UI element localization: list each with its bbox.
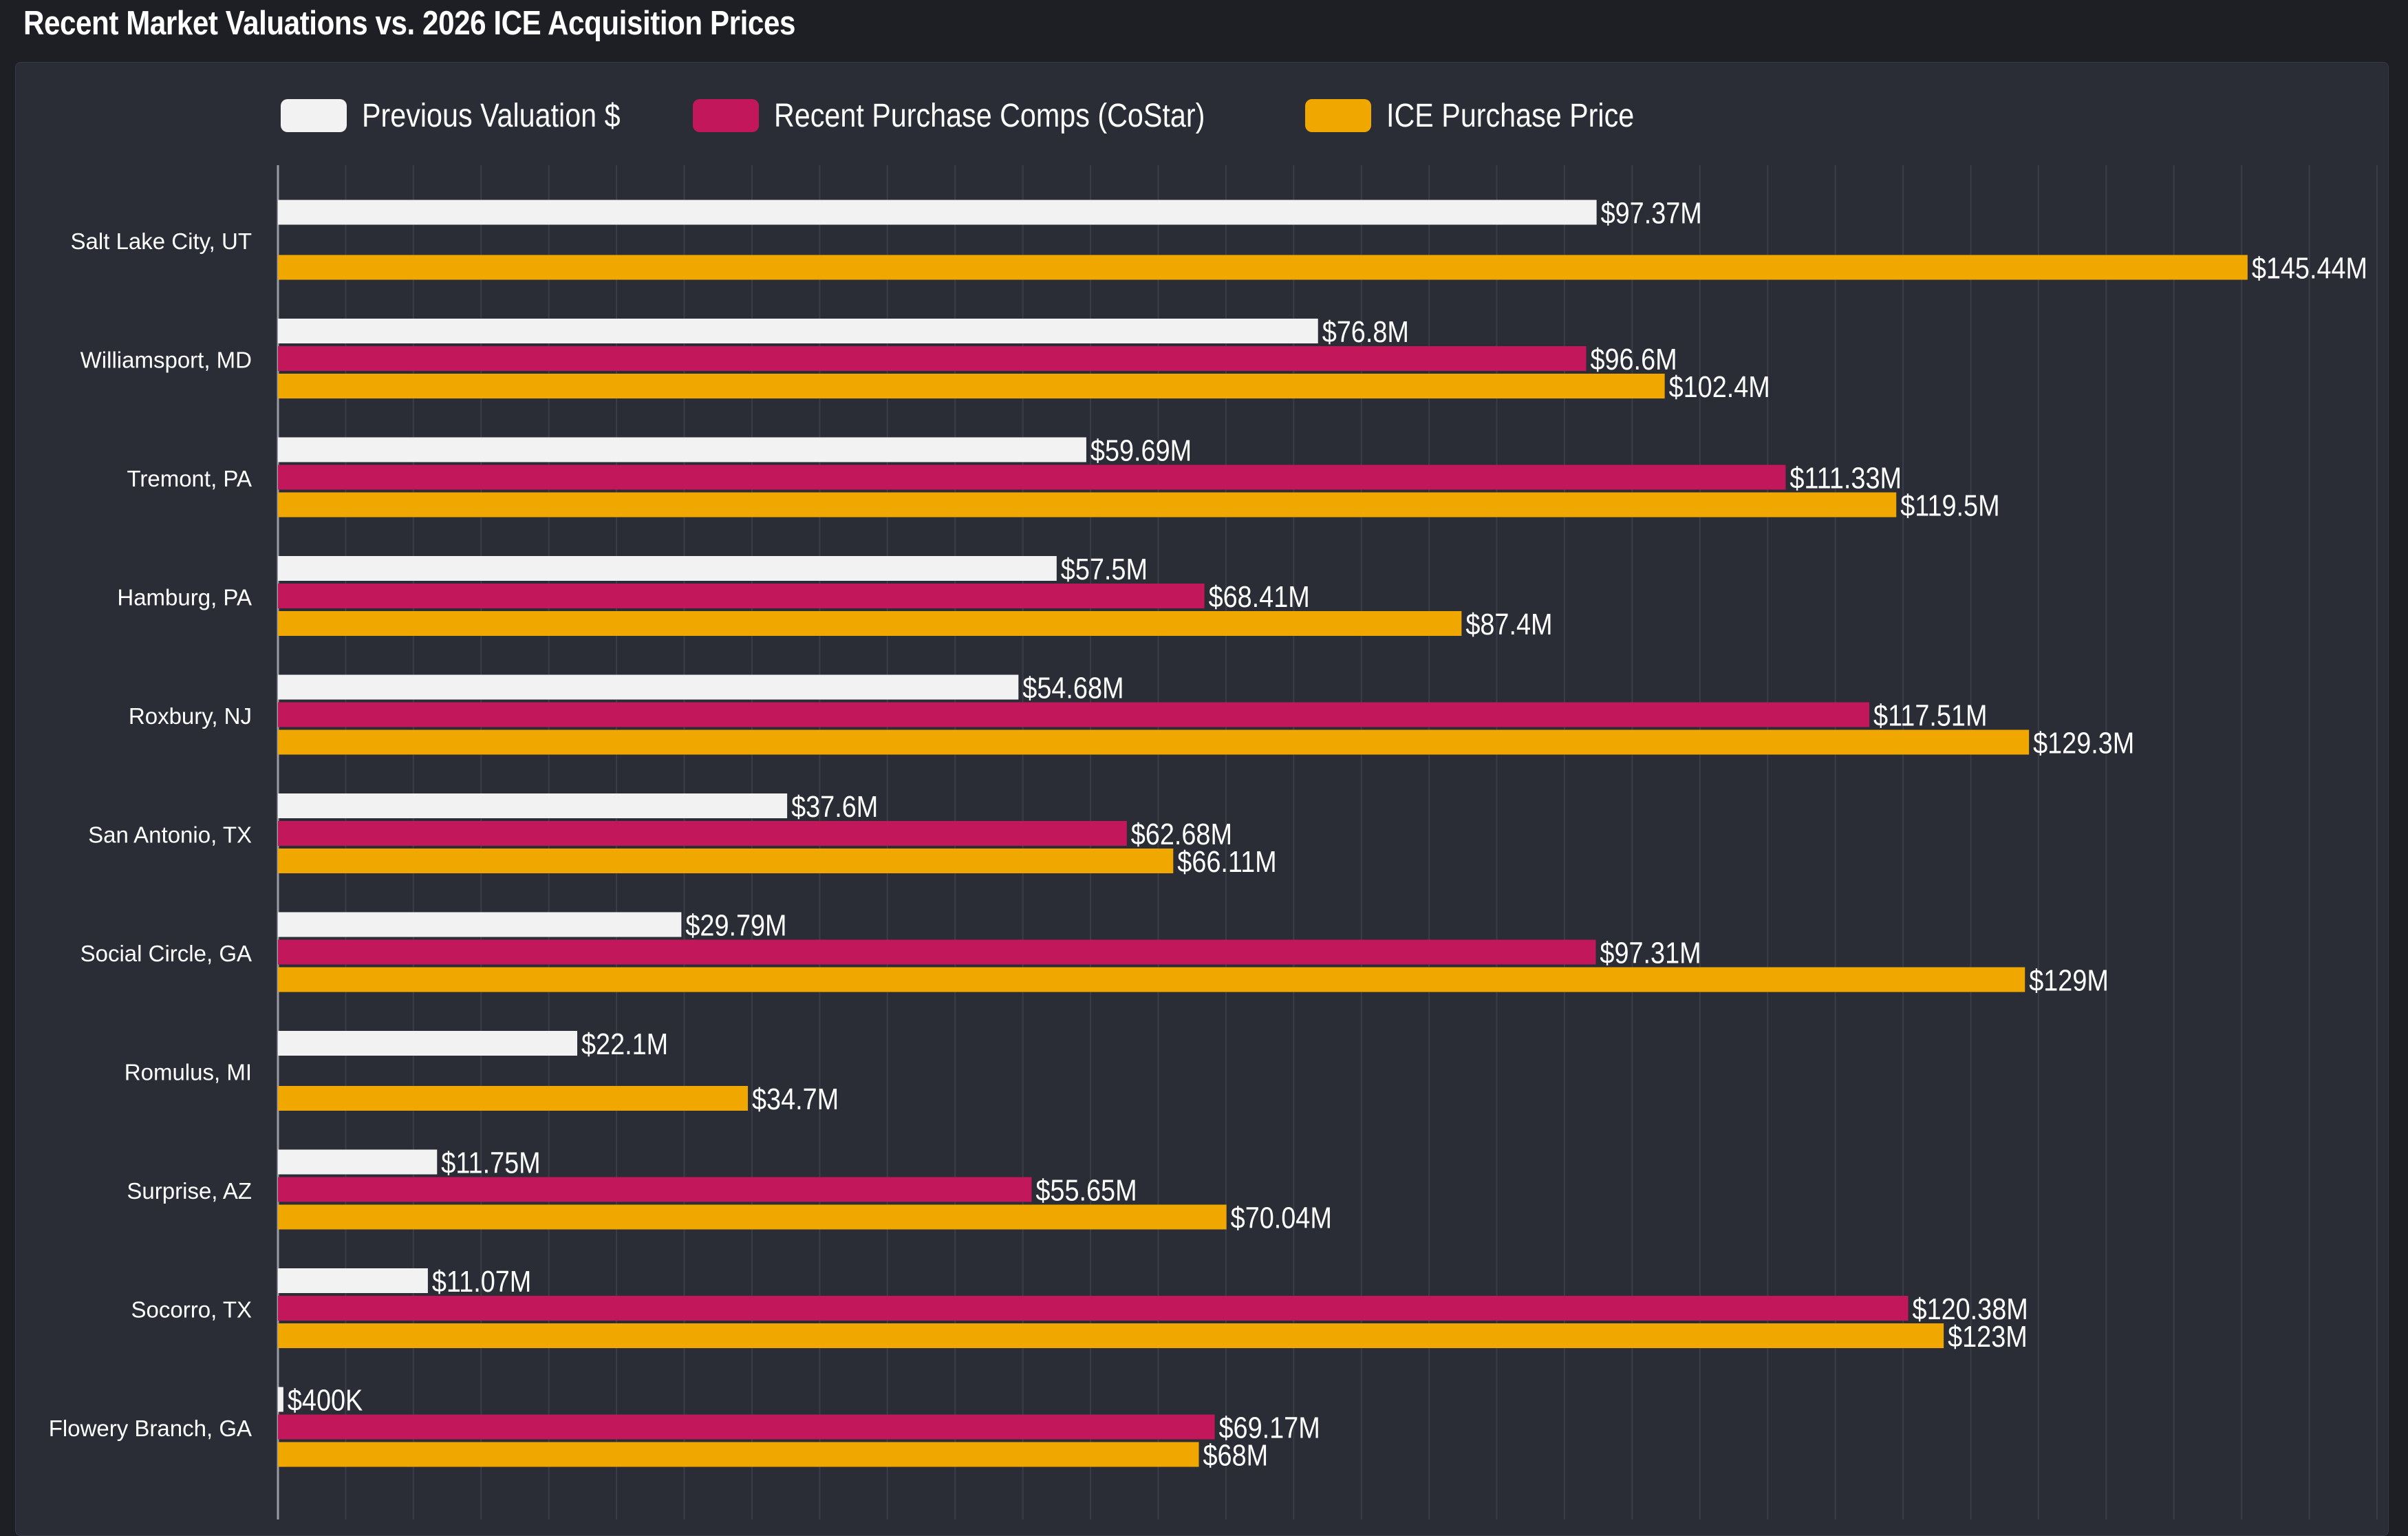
data-label-comps: $96.6M <box>1590 342 1677 376</box>
bar-comps <box>278 346 1587 371</box>
data-label-comps: $55.65M <box>1035 1173 1137 1207</box>
bar-ice <box>278 1086 749 1111</box>
category-label: Surprise, AZ <box>127 1178 252 1204</box>
bar-ice <box>278 1204 1227 1230</box>
category-label: Tremont, PA <box>127 466 252 491</box>
bar-ice <box>278 611 1462 636</box>
legend-item-ice[interactable]: ICE Purchase Price <box>1305 97 1675 135</box>
data-label-ice: $123M <box>1948 1319 2028 1353</box>
bar-ice <box>278 492 1897 518</box>
chart-legend: Previous Valuation $ Recent Purchase Com… <box>281 94 1705 138</box>
bar-ice <box>278 849 1174 873</box>
bar-comps <box>278 465 1786 490</box>
category-label: Romulus, MI <box>125 1060 252 1085</box>
data-label-previous: $29.79M <box>685 908 786 942</box>
bar-ice <box>278 1323 1944 1348</box>
category-label: Williamsport, MD <box>80 348 252 373</box>
data-label-comps: $68.41M <box>1209 579 1310 613</box>
legend-item-comps[interactable]: Recent Purchase Comps (CoStar) <box>692 97 1275 135</box>
data-label-previous: $11.07M <box>432 1264 531 1298</box>
legend-label-previous: Previous Valuation $ <box>362 97 621 134</box>
data-label-previous: $11.75M <box>441 1146 540 1180</box>
data-label-ice: $34.7M <box>752 1082 839 1116</box>
data-label-ice: $119.5M <box>1900 489 1999 522</box>
data-label-comps: $62.68M <box>1131 817 1232 851</box>
category-label: Social Circle, GA <box>80 941 252 966</box>
bar-comps <box>278 1414 1215 1440</box>
bar-previous <box>278 319 1318 343</box>
category-label: San Antonio, TX <box>88 822 252 848</box>
bar-ice <box>278 255 2248 280</box>
category-label: Salt Lake City, UT <box>71 228 252 254</box>
category-label: Flowery Branch, GA <box>49 1416 252 1441</box>
bar-previous <box>278 674 1019 700</box>
category-label: Socorro, TX <box>131 1297 252 1323</box>
category-label: Roxbury, NJ <box>129 703 252 729</box>
bar-previous <box>278 1031 578 1056</box>
data-label-previous: $54.68M <box>1022 671 1124 705</box>
legend-swatch-previous <box>281 99 347 132</box>
bar-previous <box>278 1149 438 1175</box>
data-label-previous: $57.5M <box>1061 552 1148 586</box>
bar-previous <box>278 912 682 937</box>
data-label-ice: $68M <box>1203 1438 1269 1472</box>
data-label-previous: $76.8M <box>1322 314 1409 348</box>
bar-comps <box>278 702 1870 727</box>
bar-comps <box>278 584 1205 608</box>
bar-previous <box>278 437 1086 462</box>
legend-swatch-comps <box>692 99 759 132</box>
data-label-ice: $129M <box>2029 963 2109 997</box>
data-label-ice: $70.04M <box>1231 1201 1332 1235</box>
data-label-comps: $117.51M <box>1873 698 1987 732</box>
category-label: Hamburg, PA <box>117 585 252 610</box>
data-label-comps: $97.31M <box>1600 936 1701 970</box>
bar-ice <box>278 374 1665 398</box>
data-label-previous: $22.1M <box>581 1027 668 1060</box>
legend-label-comps: Recent Purchase Comps (CoStar) <box>773 97 1205 134</box>
data-label-comps: $69.17M <box>1219 1411 1320 1444</box>
page-title: Recent Market Valuations vs. 2026 ICE Ac… <box>23 5 795 42</box>
bar-ice <box>278 1442 1199 1467</box>
data-label-ice: $66.11M <box>1177 844 1276 878</box>
data-label-ice: $145.44M <box>2252 251 2367 285</box>
data-label-comps: $111.33M <box>1789 461 1902 495</box>
bar-previous <box>278 556 1057 581</box>
legend-swatch-ice <box>1305 99 1371 132</box>
data-label-previous: $97.37M <box>1601 196 1702 230</box>
data-label-previous: $37.6M <box>791 789 878 823</box>
bar-comps <box>278 1177 1032 1202</box>
data-label-previous: $59.69M <box>1090 434 1192 467</box>
data-label-ice: $129.3M <box>2033 726 2134 760</box>
legend-item-previous[interactable]: Previous Valuation $ <box>281 97 663 135</box>
data-label-comps: $120.38M <box>1913 1292 2028 1325</box>
legend-label-ice: ICE Purchase Price <box>1386 97 1635 134</box>
bar-comps <box>278 1296 1909 1321</box>
data-label-ice: $87.4M <box>1465 607 1552 641</box>
bar-previous <box>278 1268 428 1293</box>
bar-previous <box>278 793 788 818</box>
data-label-previous: $400K <box>288 1383 363 1417</box>
bar-ice <box>278 967 2025 992</box>
bar-previous <box>278 200 1597 225</box>
data-label-ice: $102.4M <box>1669 370 1770 403</box>
bar-ice <box>278 729 2030 755</box>
bar-comps <box>278 821 1127 846</box>
bar-comps <box>278 939 1596 965</box>
bar-previous <box>278 1387 283 1412</box>
